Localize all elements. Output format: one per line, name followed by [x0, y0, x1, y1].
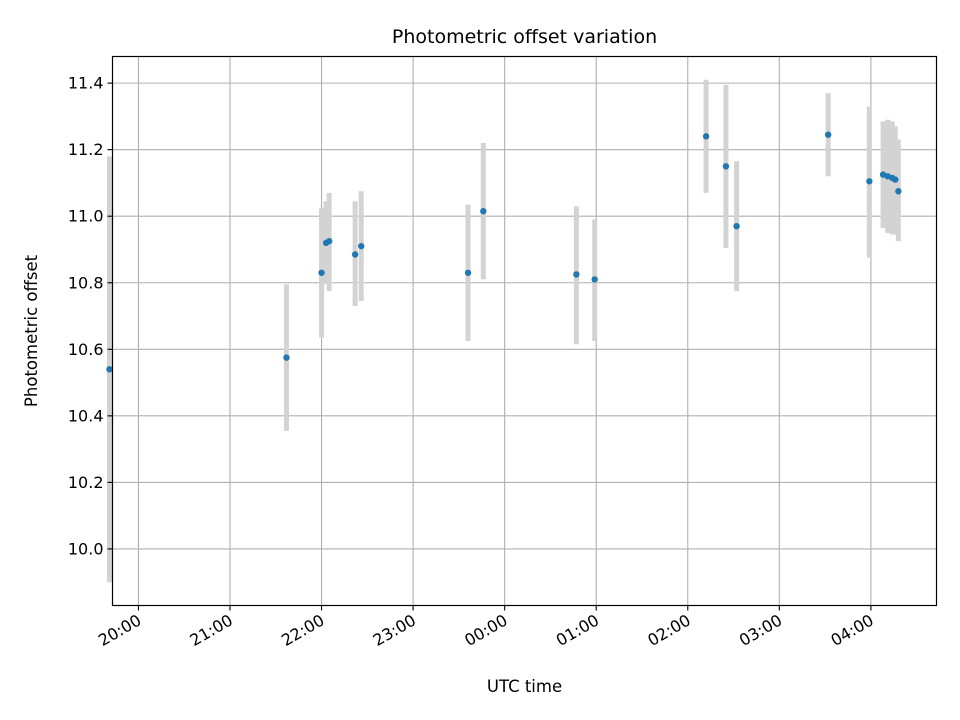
data-point	[358, 242, 365, 250]
data-point	[464, 269, 472, 276]
data-point	[318, 269, 325, 276]
y-axis-ticks: 10.0 10.2 10.4 10.6 10.8 11.0 11.2 11.4	[68, 74, 113, 558]
data-points	[106, 131, 902, 373]
data-point	[480, 208, 487, 215]
data-point	[733, 222, 740, 230]
data-point	[702, 133, 710, 140]
y-tick-label: 10.4	[68, 406, 104, 425]
data-point	[283, 354, 290, 361]
y-tick-label: 10.6	[68, 340, 104, 359]
data-point	[895, 188, 902, 195]
y-tick-label: 10.8	[68, 273, 104, 292]
plot-area-frame	[111, 55, 938, 607]
data-point	[351, 251, 359, 258]
y-axis-label: Photometric offset	[22, 254, 41, 407]
data-point	[892, 176, 899, 183]
data-point	[591, 276, 598, 283]
y-tick-label: 11.4	[68, 74, 104, 93]
data-point	[573, 271, 580, 278]
y-tick-label: 11.2	[68, 140, 104, 159]
x-axis-label: UTC time	[487, 677, 562, 696]
data-point	[866, 178, 873, 185]
chart-title: Photometric offset variation	[392, 26, 657, 48]
y-tick-label: 10.2	[68, 473, 104, 492]
data-point	[106, 366, 113, 373]
data-point	[722, 163, 730, 170]
data-point	[325, 237, 333, 245]
data-point	[824, 131, 832, 138]
y-tick-label: 10.0	[68, 539, 104, 558]
y-tick-label: 11.0	[68, 207, 104, 226]
